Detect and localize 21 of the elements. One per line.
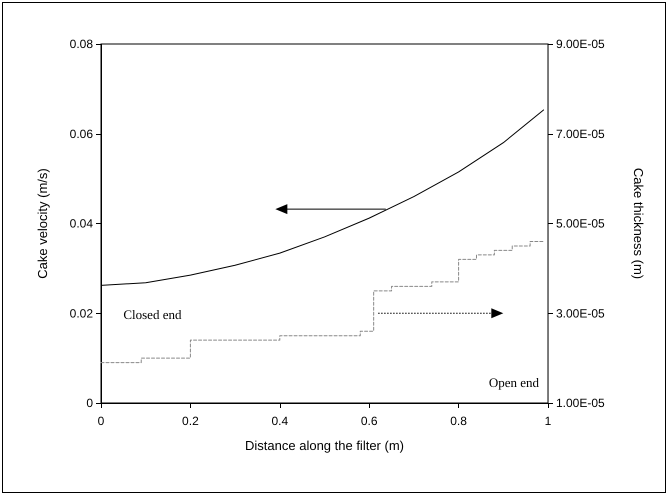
y2-tick-label: 5.00E-05: [556, 216, 606, 230]
y2-axis-title: Cake thickness (m): [631, 168, 646, 280]
x-tick-label: 0: [98, 414, 105, 428]
y2-tick-label: 1.00E-05: [556, 396, 606, 410]
x-tick-label: 0.4: [271, 414, 288, 428]
x-tick-label: 1: [544, 414, 552, 428]
x-tick-label: 0.8: [450, 414, 468, 428]
y-tick-label: 0.08: [70, 37, 94, 51]
y-tick-label: 0.06: [70, 126, 94, 141]
y-tick-label: 0.02: [70, 306, 94, 320]
y2-tick-label: 9.00E-05: [556, 37, 606, 51]
y-axis-title: Cake velocity (m/s): [35, 168, 50, 279]
y-tick-label: 0.04: [70, 216, 94, 230]
y-tick-label: 0: [86, 396, 94, 410]
x-tick-label: 0.2: [182, 414, 200, 428]
x-axis-title: Distance along the filter (m): [245, 438, 404, 453]
x-tick-label: 0.6: [360, 414, 378, 428]
y2-tick-label: 3.00E-05: [556, 306, 606, 320]
annotation: Open end: [488, 374, 540, 391]
annotation: Closed end: [123, 307, 182, 324]
y2-tick-label: 7.00E-05: [556, 126, 606, 141]
